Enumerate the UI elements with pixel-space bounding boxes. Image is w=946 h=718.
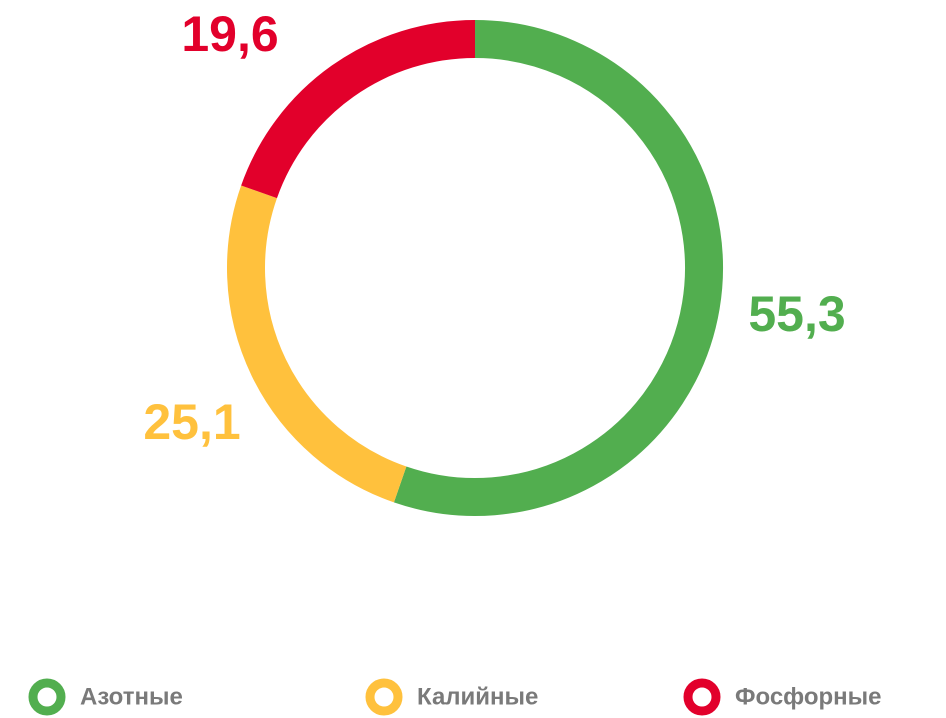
legend-label: Азотные: [80, 683, 183, 710]
value-label: 55,3: [748, 286, 845, 342]
donut-segment: [227, 185, 407, 503]
donut-segment: [241, 20, 476, 199]
legend-swatch: [683, 678, 721, 716]
value-label: 25,1: [143, 394, 240, 450]
legend-swatch: [365, 678, 403, 716]
legend-label: Фосфорные: [735, 683, 882, 710]
value-label: 19,6: [181, 6, 278, 62]
legend-label: Калийные: [417, 683, 538, 710]
donut-segment: [393, 20, 723, 516]
legend-swatch: [28, 678, 66, 716]
